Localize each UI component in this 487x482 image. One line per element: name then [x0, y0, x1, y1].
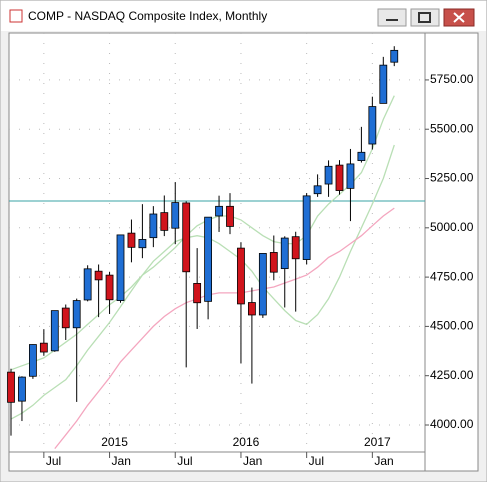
candle-body	[18, 376, 26, 402]
candle-body	[193, 283, 202, 304]
x-tick-label: Jan	[374, 454, 393, 468]
candle-body	[346, 163, 355, 189]
y-tick-label: 5500.00	[430, 121, 474, 135]
candle-body	[258, 253, 267, 316]
y-tick-label: 5250.00	[430, 171, 474, 185]
candle-body	[160, 212, 169, 231]
moving-average	[10, 144, 395, 420]
candle-body	[280, 237, 289, 270]
x-tick-label: Jan	[243, 454, 262, 468]
candle-body	[368, 106, 377, 145]
year-label: 2016	[233, 435, 260, 449]
date-axis	[8, 451, 426, 472]
candle-body	[204, 216, 213, 302]
x-tick-label: Jan	[112, 454, 131, 468]
candle-body	[61, 307, 70, 329]
candle-body	[28, 344, 37, 377]
minimize-button[interactable]	[377, 8, 407, 27]
y-tick-label: 4500.00	[430, 319, 474, 333]
candle-body	[39, 342, 48, 353]
candle-body	[269, 252, 278, 273]
year-label: 2017	[364, 435, 391, 449]
candle-body	[302, 195, 311, 260]
candle-body	[247, 302, 256, 316]
candle-body	[291, 236, 300, 260]
candle-body	[379, 64, 388, 104]
close-icon	[453, 12, 465, 23]
year-label: 2015	[101, 435, 128, 449]
candle-body	[335, 164, 344, 191]
candle-body	[237, 247, 245, 305]
y-tick-label: 4250.00	[430, 368, 474, 382]
y-tick-label: 5750.00	[430, 72, 474, 86]
candle-body	[116, 234, 125, 301]
maximize-button[interactable]	[410, 8, 440, 27]
x-tick-label: Jul	[309, 454, 324, 468]
candle-body	[50, 310, 59, 352]
candle-body	[72, 300, 81, 329]
app-icon	[9, 9, 23, 23]
candle-body	[357, 151, 366, 161]
maximize-icon	[418, 12, 431, 23]
candle-body	[226, 205, 234, 227]
y-tick-label: 4000.00	[430, 417, 474, 431]
candle-body	[149, 213, 158, 239]
moving-average	[10, 95, 395, 371]
candle-body	[94, 270, 103, 281]
candle-body	[215, 205, 223, 217]
candle-body	[182, 202, 191, 273]
candle-body	[390, 49, 399, 63]
candle-body	[105, 274, 114, 301]
moving-average	[54, 207, 395, 450]
candle-body	[138, 239, 147, 249]
x-tick-label: Jul	[46, 454, 61, 468]
candle-body	[83, 268, 92, 301]
candle-body	[127, 232, 136, 248]
candle-body	[7, 371, 15, 403]
y-tick-label: 5000.00	[430, 220, 474, 234]
candle-body	[313, 185, 322, 195]
window-title: COMP - NASDAQ Composite Index, Monthly	[28, 9, 267, 23]
candle-body	[171, 202, 180, 229]
candle-body	[324, 165, 333, 185]
y-tick-label: 4750.00	[430, 269, 474, 283]
x-tick-label: Jul	[177, 454, 192, 468]
price-axis	[424, 32, 479, 472]
